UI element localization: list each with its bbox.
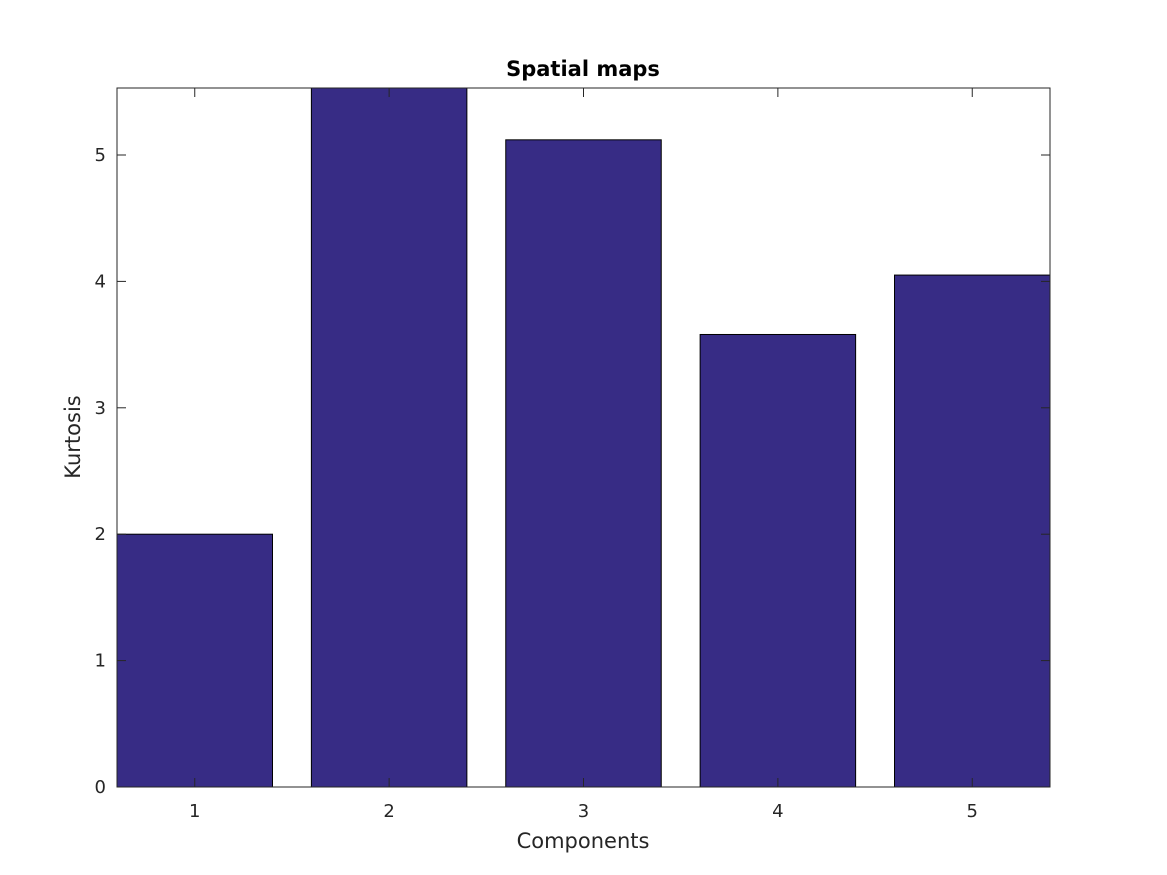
y-tick-label: 1 (95, 651, 106, 672)
y-axis-ticks: 0 1 2 3 4 5 (95, 145, 1050, 798)
chart-title: Spatial maps (506, 57, 660, 81)
x-tick-label: 4 (772, 801, 783, 822)
bar-component-1 (116, 533, 273, 788)
bar-component-2 (310, 87, 468, 788)
y-tick-label: 5 (95, 145, 106, 166)
bar-component-5 (894, 274, 1051, 788)
bar-component-3 (505, 139, 662, 788)
y-tick-label: 4 (95, 271, 106, 292)
y-tick-label: 2 (95, 524, 106, 545)
x-tick-label: 3 (578, 801, 589, 822)
bar-component-4 (699, 333, 857, 788)
y-tick-label: 0 (95, 777, 106, 798)
x-tick-label: 1 (189, 801, 200, 822)
x-axis-label: Components (517, 829, 650, 853)
y-axis-label: Kurtosis (61, 395, 85, 478)
x-tick-label: 2 (383, 801, 394, 822)
x-axis-ticks: 1 2 3 4 5 (189, 88, 978, 822)
x-tick-label: 5 (967, 801, 978, 822)
bars-group (116, 87, 1051, 788)
y-tick-label: 3 (95, 398, 106, 419)
